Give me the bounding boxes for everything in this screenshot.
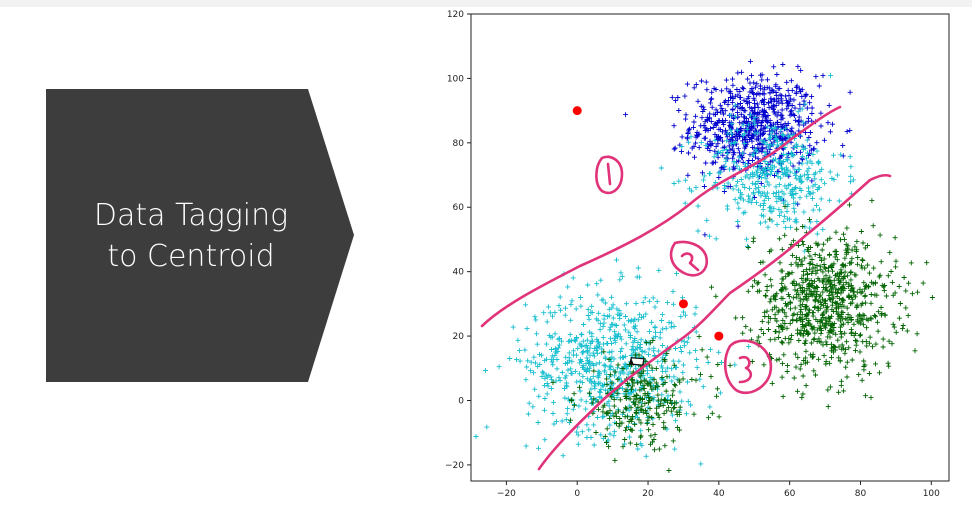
cluster-series-2 xyxy=(658,73,856,254)
boundary-line-upper xyxy=(480,105,842,328)
y-tick-label: 40 xyxy=(453,268,465,278)
slide-title: Data Tagging to Centroid xyxy=(46,89,336,382)
y-tick-label: 60 xyxy=(453,203,465,213)
y-tick-label: 120 xyxy=(447,10,464,20)
cluster-series-5 xyxy=(550,334,722,473)
x-tick-label: 20 xyxy=(642,489,654,499)
y-tick-label: 0 xyxy=(458,396,464,406)
y-tick-label: 20 xyxy=(453,332,465,342)
y-tick-label: 80 xyxy=(453,139,465,149)
axis-ticks: −20 0 20 40 60 80 100 −20 0 20 40 60 80 100 120 xyxy=(445,10,940,499)
annotation-3 xyxy=(723,339,773,395)
cluster-points-2 xyxy=(658,73,856,254)
centroid-1 xyxy=(572,106,582,116)
x-tick-label: 80 xyxy=(855,489,867,499)
plot-frame xyxy=(470,13,950,482)
centroid-2 xyxy=(678,299,688,309)
boundary-line-lower xyxy=(537,173,892,471)
annotation-strokes xyxy=(480,105,892,471)
cluster-series-4 xyxy=(709,198,935,410)
annotation-1 xyxy=(595,155,624,195)
mouse-cursor xyxy=(629,357,645,366)
centroids xyxy=(572,106,724,341)
title-chevron-shape xyxy=(46,89,354,382)
slide-title-line-1: Data Tagging xyxy=(93,197,289,233)
cluster-points-5 xyxy=(550,334,722,473)
window-top-strip xyxy=(0,0,972,7)
x-tick-label: 100 xyxy=(923,489,940,499)
annotation-2 xyxy=(669,240,709,277)
cluster-points-4 xyxy=(709,198,935,410)
x-tick-label: 40 xyxy=(713,489,725,499)
x-tick-label: −20 xyxy=(497,489,516,499)
plot-background xyxy=(430,8,960,503)
slide-title-line-2: to Centroid xyxy=(107,238,275,274)
x-tick-label: 0 xyxy=(574,489,580,499)
y-tick-label: −20 xyxy=(445,461,464,471)
x-tick-label: 60 xyxy=(784,489,796,499)
scatter-plot: −20 0 20 40 60 80 100 −20 0 20 40 60 80 100 120 xyxy=(430,8,960,503)
centroid-3 xyxy=(714,331,724,341)
y-tick-label: 100 xyxy=(447,74,464,84)
